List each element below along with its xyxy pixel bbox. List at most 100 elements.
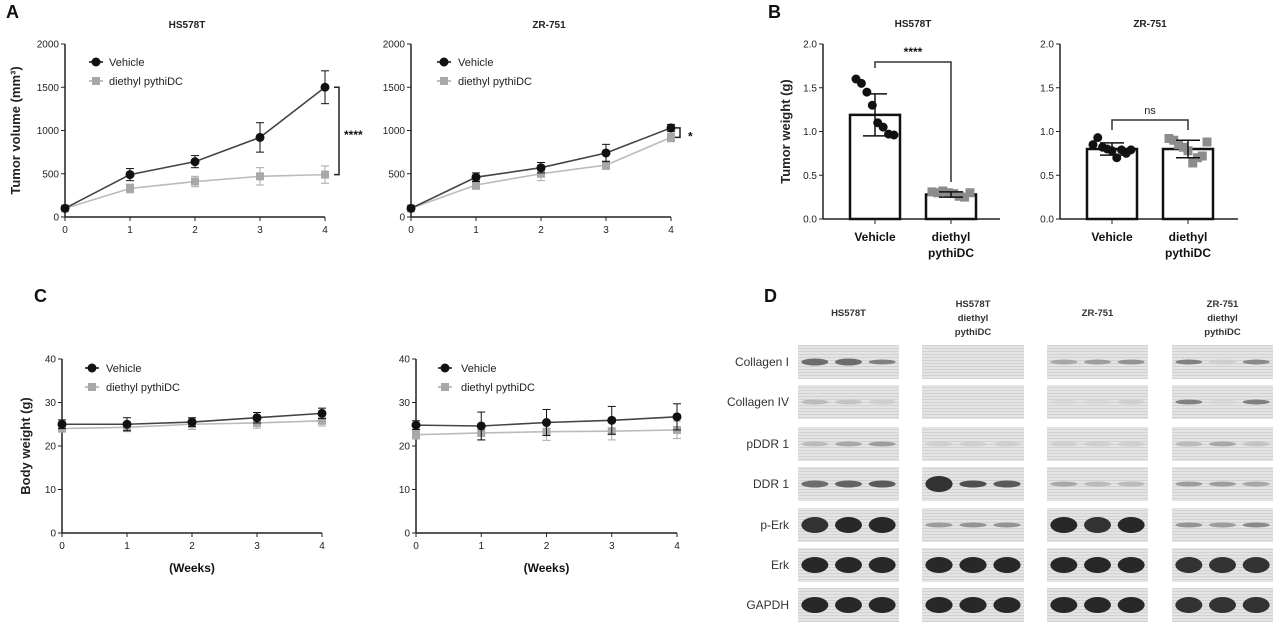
data-point: [1126, 145, 1136, 155]
blot-band: [925, 522, 953, 528]
data-point: [1174, 140, 1183, 150]
category-label: pythiDC: [928, 246, 974, 260]
blot-band: [801, 597, 829, 613]
blot-band: [868, 359, 896, 365]
x-tick-label: 1: [473, 225, 479, 236]
data-point: [878, 122, 888, 132]
blot-group-header: diethyl: [1207, 313, 1238, 324]
blot-band: [1209, 399, 1236, 405]
legend-label: Vehicle: [106, 363, 141, 375]
significance-bracket: [1111, 119, 1189, 130]
data-point: [317, 408, 327, 418]
blot-band: [835, 441, 862, 447]
blot-band: [1175, 557, 1203, 573]
y-tick-label: 0: [399, 213, 405, 224]
blot-band: [959, 522, 987, 528]
blot-band: [959, 597, 987, 613]
data-point: [954, 191, 964, 201]
blot-band: [1175, 399, 1203, 405]
blot-band: [1050, 399, 1078, 405]
y-tick-label: 20: [45, 442, 57, 453]
legend-label: Vehicle: [461, 363, 496, 375]
data-point: [411, 420, 421, 430]
data-point: [1093, 133, 1103, 143]
blot-strip: [922, 345, 1024, 379]
blot-band: [835, 517, 862, 533]
blot-band: [1242, 441, 1270, 447]
data-point: [191, 177, 199, 186]
y-tick-label: 0.5: [1040, 171, 1054, 182]
blot-band: [835, 597, 862, 613]
y-tick-label: 500: [42, 169, 59, 180]
x-tick-label: 3: [609, 541, 615, 552]
data-point: [471, 172, 481, 182]
x-axis-label: (Weeks): [524, 561, 570, 575]
blot-group-header: HS578T: [831, 308, 866, 319]
data-point: [862, 87, 872, 97]
blot-band: [1175, 522, 1203, 528]
x-tick-label: 0: [62, 225, 68, 236]
data-point: [406, 203, 416, 213]
y-tick-label: 1000: [383, 126, 406, 137]
blot-group-header: pythiDC: [1204, 327, 1241, 338]
blot-band: [868, 480, 896, 488]
data-point: [601, 148, 611, 158]
category-label: diethyl: [932, 230, 971, 244]
blot-band: [1209, 557, 1236, 573]
blot-band: [868, 517, 896, 533]
data-point: [536, 163, 546, 173]
data-point: [1197, 151, 1207, 161]
data-point: [321, 170, 329, 179]
data-point: [412, 430, 420, 439]
series-line: [64, 86, 326, 210]
significance-bracket: [334, 86, 340, 176]
category-label: Vehicle: [1091, 230, 1133, 244]
panel-label-c: C: [34, 286, 47, 306]
blot-band: [868, 597, 896, 613]
blot-band: [925, 476, 953, 492]
legend-marker: [440, 77, 448, 85]
blot-band: [1209, 441, 1236, 447]
blot-band: [1175, 481, 1203, 487]
blot-group-header: diethyl: [958, 313, 989, 324]
blot-band: [925, 597, 953, 613]
y-tick-label: 2.0: [1040, 40, 1054, 51]
data-point: [672, 412, 682, 422]
data-point: [125, 170, 135, 180]
category-label: Vehicle: [854, 230, 896, 244]
blot-band: [1209, 597, 1236, 613]
panel-label-a: A: [6, 2, 19, 22]
legend-marker: [88, 383, 96, 391]
blot-band: [801, 441, 829, 447]
y-axis-label: Tumor volume (mm³): [8, 66, 23, 194]
x-tick-label: 0: [59, 541, 65, 552]
data-point: [1202, 137, 1212, 147]
blot-row-label: Collagen IV: [727, 395, 789, 409]
x-tick-label: 0: [413, 541, 419, 552]
data-point: [943, 188, 953, 198]
legend-label: Vehicle: [109, 57, 144, 69]
x-tick-label: 4: [319, 541, 325, 552]
blot-band: [1117, 481, 1145, 487]
x-tick-label: 0: [408, 225, 414, 236]
blot-band: [1242, 359, 1270, 365]
y-tick-label: 0: [53, 213, 59, 224]
legend-marker: [439, 57, 449, 67]
y-tick-label: 40: [399, 355, 411, 366]
legend-label: Vehicle: [458, 57, 493, 69]
blot-band: [1084, 557, 1111, 573]
blot-band: [1242, 522, 1270, 528]
y-axis-label: Tumor weight (g): [778, 79, 793, 183]
data-point: [927, 187, 937, 197]
data-point: [889, 130, 899, 140]
blot-band: [1050, 557, 1078, 573]
y-axis-label: Body weight (g): [18, 397, 33, 495]
blot-band: [835, 480, 862, 488]
data-point: [476, 421, 486, 431]
blot-row-label: GAPDH: [746, 598, 789, 612]
y-tick-label: 1500: [37, 83, 60, 94]
blot-row-label: Erk: [771, 558, 790, 572]
x-tick-label: 4: [668, 225, 674, 236]
data-point: [965, 188, 975, 198]
data-point: [256, 172, 264, 181]
